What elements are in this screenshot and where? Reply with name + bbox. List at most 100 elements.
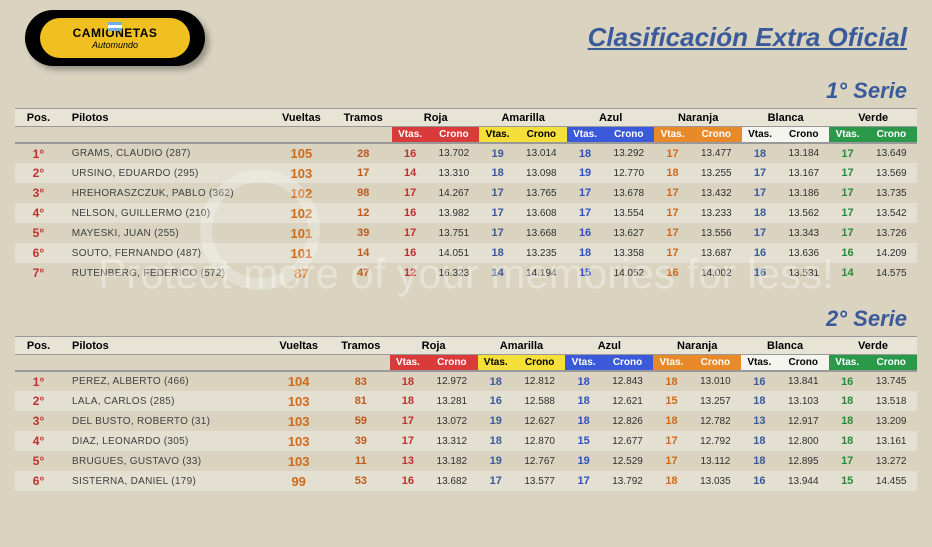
lane-crono: 12.627	[524, 416, 555, 427]
pos-cell: 2°	[15, 163, 62, 183]
lane-vtas: 18	[754, 207, 766, 219]
lane-vtas: 18	[577, 376, 589, 388]
lane-vtas: 16	[404, 247, 416, 259]
table-row: 5° MAYESKI, JUAN (255) 101 39 1713.75117…	[15, 223, 917, 243]
table-row: 5° BRUGUES, GUSTAVO (33) 103 11 1313.182…	[15, 451, 917, 471]
table-row: 7° RUTENBERG, FEDERICO (572) 87 47 1216.…	[15, 263, 917, 283]
vueltas-cell: 87	[268, 263, 334, 283]
pos-cell: 6°	[15, 243, 62, 263]
vueltas-cell: 102	[268, 183, 334, 203]
table-row: 6° SOUTO, FERNANDO (487) 101 14 1614.051…	[15, 243, 917, 263]
lane-crono: 12.621	[612, 396, 643, 407]
lane-vtas: 17	[665, 455, 677, 467]
pilot-cell: LALA, CARLOS (285)	[62, 391, 265, 411]
lane-vtas: 17	[666, 207, 678, 219]
lane-vtas: 18	[753, 435, 765, 447]
lane-crono: 13.562	[788, 208, 819, 219]
lane-crono: 13.668	[526, 228, 557, 239]
vueltas-cell: 103	[265, 391, 332, 411]
lane-vtas: 17	[491, 187, 503, 199]
lane-vtas: 18	[841, 435, 853, 447]
lane-vtas: 17	[577, 475, 589, 487]
lane-vtas: 18	[666, 167, 678, 179]
lane-vtas: 15	[665, 395, 677, 407]
lane-crono: 13.678	[614, 188, 645, 199]
pos-cell: 2°	[15, 391, 62, 411]
lane-crono: 12.895	[788, 456, 819, 467]
table-row: 1° PEREZ, ALBERTO (466) 104 83 1812.9721…	[15, 371, 917, 391]
lane-crono: 13.531	[788, 268, 819, 279]
tramos-cell: 47	[334, 263, 391, 283]
vueltas-cell: 103	[268, 163, 334, 183]
pilot-cell: DIAZ, LEONARDO (305)	[62, 431, 265, 451]
pos-cell: 3°	[15, 411, 62, 431]
lane-crono: 13.792	[612, 476, 643, 487]
lane-crono: 14.575	[876, 268, 907, 279]
lane-vtas: 19	[577, 455, 589, 467]
lane-crono: 13.944	[788, 476, 819, 487]
lane-crono: 13.292	[614, 148, 645, 159]
vueltas-cell: 101	[268, 243, 334, 263]
lane-crono: 13.542	[876, 208, 907, 219]
lane-crono: 12.588	[524, 396, 555, 407]
lane-vtas: 17	[491, 207, 503, 219]
lane-vtas: 18	[753, 455, 765, 467]
pilot-cell: HREHORASZCZUK, PABLO (362)	[62, 183, 268, 203]
lane-vtas: 17	[754, 227, 766, 239]
lane-vtas: 17	[754, 187, 766, 199]
lane-vtas: 18	[402, 395, 414, 407]
lane-crono: 13.035	[700, 476, 731, 487]
pos-cell: 4°	[15, 203, 62, 223]
lane-vtas: 16	[404, 148, 416, 160]
lane-vtas: 12	[404, 267, 416, 279]
lane-crono: 13.112	[700, 456, 730, 467]
lane-vtas: 17	[841, 148, 853, 160]
pilot-cell: GRAMS, CLAUDIO (287)	[62, 143, 268, 163]
lane-crono: 12.870	[524, 436, 555, 447]
lane-vtas: 16	[753, 475, 765, 487]
lane-vtas: 16	[754, 267, 766, 279]
lane-crono: 13.554	[614, 208, 645, 219]
lane-crono: 13.687	[701, 248, 732, 259]
lane-crono: 13.556	[701, 228, 732, 239]
lane-crono: 13.569	[876, 168, 907, 179]
lane-vtas: 17	[579, 187, 591, 199]
lane-crono: 14.194	[526, 268, 557, 279]
lane-crono: 13.982	[439, 208, 470, 219]
lane-crono: 13.257	[700, 396, 731, 407]
tramos-cell: 28	[334, 143, 391, 163]
lane-crono: 13.682	[437, 476, 468, 487]
tramos-cell: 83	[332, 371, 390, 391]
table-row: 3° HREHORASZCZUK, PABLO (362) 102 98 171…	[15, 183, 917, 203]
lane-vtas: 18	[402, 376, 414, 388]
lane-crono: 12.800	[788, 436, 819, 447]
lane-crono: 13.272	[876, 456, 907, 467]
lane-crono: 13.255	[701, 168, 732, 179]
lane-crono: 13.432	[701, 188, 732, 199]
lane-crono: 13.726	[876, 228, 907, 239]
lane-crono: 12.782	[700, 416, 731, 427]
vueltas-cell: 99	[265, 471, 332, 491]
pilot-cell: SOUTO, FERNANDO (487)	[62, 243, 268, 263]
lane-vtas: 14	[491, 267, 503, 279]
lane-vtas: 17	[754, 167, 766, 179]
lane-vtas: 18	[665, 376, 677, 388]
lane-vtas: 18	[579, 247, 591, 259]
vueltas-cell: 105	[268, 143, 334, 163]
lane-vtas: 16	[666, 267, 678, 279]
lane-vtas: 15	[841, 475, 853, 487]
lane-crono: 13.186	[788, 188, 819, 199]
lane-vtas: 17	[579, 207, 591, 219]
lane-vtas: 13	[402, 455, 414, 467]
tramos-cell: 17	[334, 163, 391, 183]
lane-vtas: 14	[404, 167, 416, 179]
vueltas-cell: 103	[265, 431, 332, 451]
page-title: Clasificación Extra Oficial	[588, 22, 907, 53]
logo-line2: Automundo	[92, 40, 138, 50]
lane-vtas: 15	[577, 435, 589, 447]
lane-crono: 13.072	[437, 416, 468, 427]
lane-vtas: 18	[754, 148, 766, 160]
lane-crono: 12.677	[612, 436, 643, 447]
lane-crono: 13.098	[526, 168, 557, 179]
lane-vtas: 18	[491, 167, 503, 179]
